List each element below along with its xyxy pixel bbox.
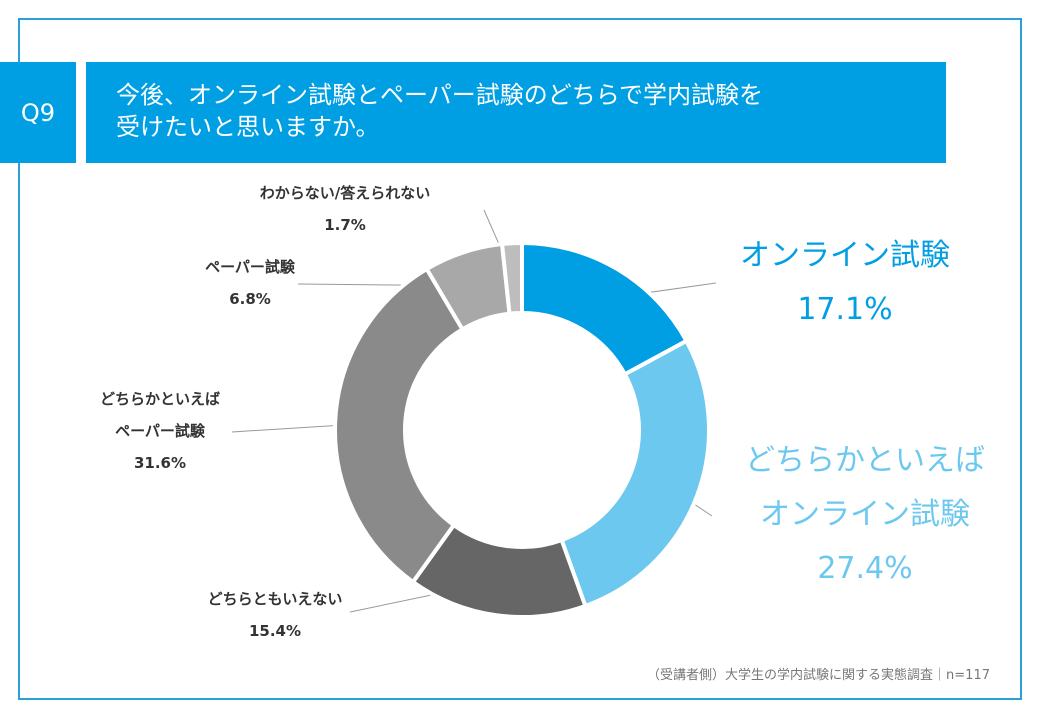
label-rather-online-value: 27.4% — [817, 551, 913, 586]
slice-rather-online — [559, 338, 711, 609]
label-rather-paper-line-2: ペーパー試験 — [115, 422, 205, 440]
slice-dont-know — [499, 240, 524, 316]
label-neither: どちらともいえない 15.4% — [160, 583, 390, 647]
question-title-line-2: 受けたいと思いますか。 — [116, 113, 380, 141]
label-dont-know-value: 1.7% — [324, 216, 366, 234]
label-dont-know-line-1: わからない/答えられない — [259, 184, 431, 202]
label-rather-paper-line-1: どちらかといえば — [99, 390, 220, 408]
label-online: オンライン試験 17.1% — [700, 229, 990, 337]
label-paper-value: 6.8% — [229, 290, 271, 308]
label-paper: ペーパー試験 6.8% — [160, 251, 340, 315]
label-rather-online-line-1: どちらかといえば — [745, 443, 985, 478]
label-rather-online-line-2: オンライン試験 — [760, 497, 970, 532]
label-online-value: 17.1% — [797, 292, 893, 327]
label-rather-paper-value: 31.6% — [133, 454, 187, 472]
label-neither-value: 15.4% — [248, 622, 302, 640]
label-online-line-1: オンライン試験 — [740, 238, 950, 273]
label-dont-know: わからない/答えられない 1.7% — [220, 177, 470, 241]
label-paper-line-1: ペーパー試験 — [205, 258, 295, 276]
label-rather-paper: どちらかといえば ペーパー試験 31.6% — [60, 383, 260, 479]
label-rather-online: どちらかといえば オンライン試験 27.4% — [700, 434, 1030, 596]
question-title-line-1: 今後、オンライン試験とペーパー試験のどちらで学内試験を — [116, 81, 764, 109]
question-number: Q9 — [0, 62, 76, 163]
chart-frame — [18, 18, 1022, 700]
source-note: （受講者側）大学生の学内試験に関する実態調査｜n=117 — [647, 668, 990, 683]
label-neither-line-1: どちらともいえない — [207, 590, 343, 608]
question-title: 今後、オンライン試験とペーパー試験のどちらで学内試験を 受けたいと思いますか。 — [86, 62, 946, 163]
slice-rather-paper — [333, 266, 466, 585]
